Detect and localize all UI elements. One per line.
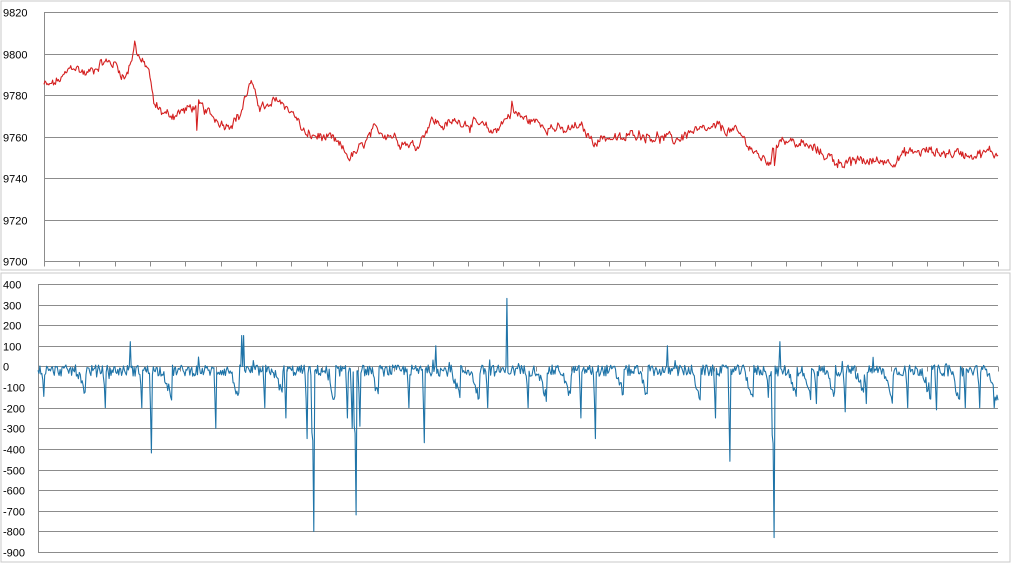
y-tick-label: 9760 — [3, 133, 27, 145]
y-tick-label: 9700 — [3, 257, 27, 269]
y-tick-label: 9800 — [3, 50, 27, 62]
price-line-chart: 9820 9800 9780 9760 9740 9720 9700 — [0, 0, 1011, 271]
y-tick-label: -900 — [3, 548, 25, 560]
y-tick-label: -400 — [3, 445, 25, 457]
y-tick-label: 9820 — [3, 8, 27, 20]
y-tick-label: -600 — [3, 486, 25, 498]
y-tick-label: -700 — [3, 507, 25, 519]
y-tick-label: 300 — [3, 301, 21, 313]
y-tick-label: 200 — [3, 321, 21, 333]
y-tick-label: -800 — [3, 527, 25, 539]
y-tick-label: -100 — [3, 383, 25, 395]
volume-line-chart: 400 300 200 100 0 -100 -200 -300 -400 -500 -600 -70… — [0, 272, 1011, 563]
plot-frame — [0, 272, 1011, 563]
y-tick-label: 9720 — [3, 216, 27, 228]
y-tick-label: 9740 — [3, 174, 27, 186]
series-line — [43, 40, 999, 169]
plot-frame — [0, 0, 1011, 271]
y-tick-label: -500 — [3, 466, 25, 478]
y-tick-label: 400 — [3, 280, 21, 292]
y-tick-label: 100 — [3, 342, 21, 354]
y-tick-label: -200 — [3, 404, 25, 416]
y-tick-label: 9780 — [3, 91, 27, 103]
y-tick-label: 0 — [3, 362, 9, 374]
y-tick-label: -300 — [3, 424, 25, 436]
series-line — [37, 297, 999, 539]
